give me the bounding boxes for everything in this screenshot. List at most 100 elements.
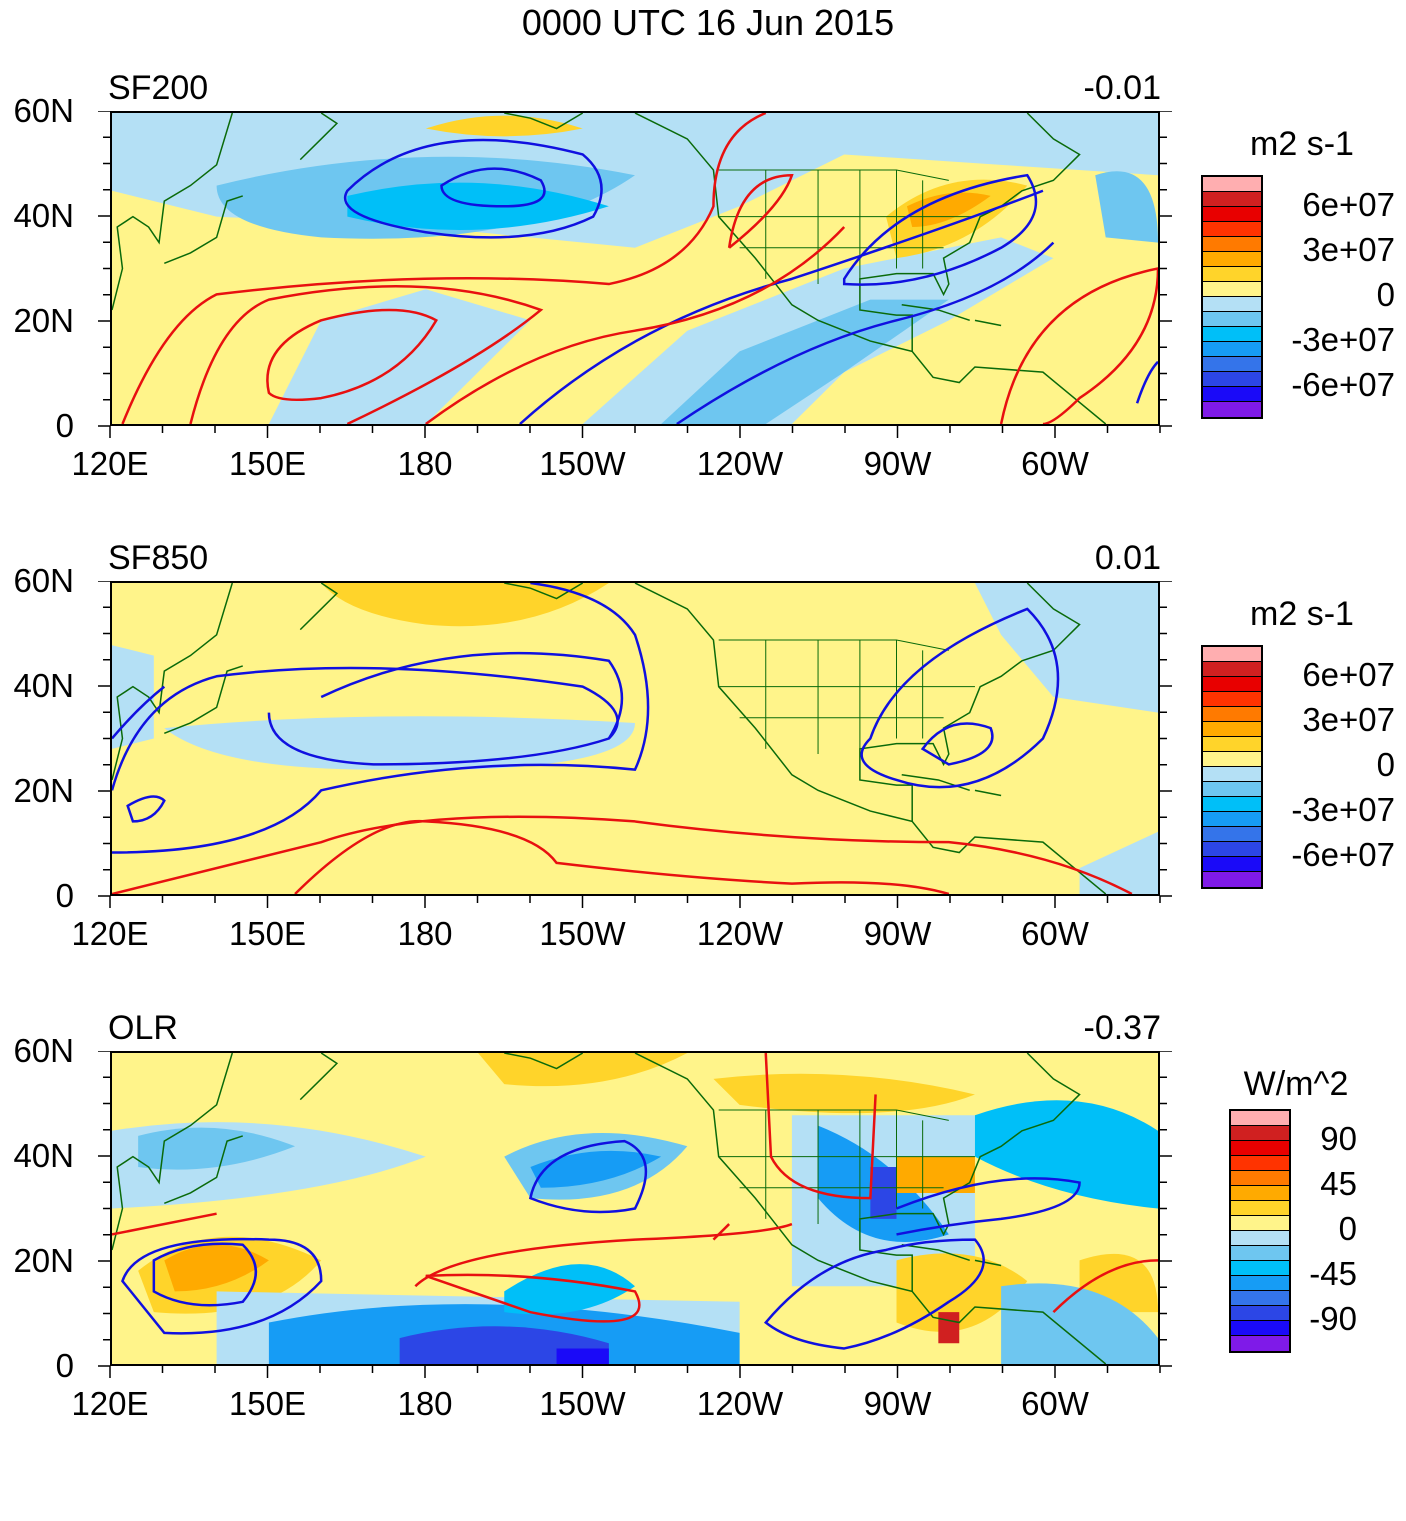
- colorbar-label: 6e+07: [1302, 656, 1395, 693]
- colorbar-label: -3e+07: [1291, 321, 1395, 358]
- colorbar-swatch: [1203, 192, 1261, 207]
- colorbar-swatch: [1203, 722, 1261, 737]
- colorbar-swatch: [1231, 1231, 1289, 1246]
- y-tick-label: 60N: [13, 92, 74, 129]
- colorbar-label: 0: [1338, 1210, 1357, 1247]
- colorbar-swatch: [1203, 252, 1261, 267]
- colorbar-swatch: [1231, 1171, 1289, 1186]
- colorbar-swatch: [1203, 752, 1261, 767]
- x-tick-label: 120E: [71, 1385, 149, 1422]
- x-tick-label: 150W: [539, 445, 626, 482]
- x-tick-label: 60W: [1021, 1385, 1089, 1422]
- colorbar-swatch: [1231, 1186, 1289, 1201]
- colorbar-swatch: [1203, 222, 1261, 237]
- colorbar-swatch: [1203, 812, 1261, 827]
- x-tick-label: 90W: [863, 915, 932, 952]
- colorbar-swatch: [1203, 857, 1261, 872]
- colorbar-swatch: [1203, 267, 1261, 282]
- y-tick-label: 40N: [13, 667, 74, 704]
- panel-value: -0.37: [1083, 1009, 1162, 1047]
- map-area: [110, 111, 1160, 426]
- colorbar-swatch: [1203, 402, 1261, 417]
- x-tick-label: 90W: [863, 445, 932, 482]
- x-tick-label: 120E: [71, 915, 149, 952]
- panel-label: OLR: [108, 1009, 178, 1047]
- colorbar-label: 3e+07: [1302, 231, 1395, 268]
- colorbar-swatch: [1231, 1216, 1289, 1231]
- x-tick-label: 150W: [539, 915, 626, 952]
- colorbar-label: -6e+07: [1291, 836, 1395, 873]
- y-tick-label: 40N: [13, 1137, 74, 1174]
- x-tick-label: 150W: [539, 1385, 626, 1422]
- colorbar-swatch: [1203, 327, 1261, 342]
- colorbar-swatch: [1203, 692, 1261, 707]
- x-tick-label: 120W: [696, 445, 784, 482]
- x-tick-label: 60W: [1021, 915, 1089, 952]
- colorbar-swatch: [1231, 1276, 1289, 1291]
- colorbar-swatch: [1231, 1321, 1289, 1336]
- colorbar-swatch: [1203, 647, 1261, 662]
- colorbar-swatch: [1203, 797, 1261, 812]
- colorbar-label: 3e+07: [1302, 701, 1395, 738]
- colorbar-swatch: [1203, 387, 1261, 402]
- x-tick-label: 180: [397, 915, 453, 952]
- colorbar-swatch: [1231, 1111, 1289, 1126]
- colorbar-label: 0: [1376, 276, 1395, 313]
- x-tick-label: 180: [397, 445, 453, 482]
- colorbar-swatch: [1231, 1261, 1289, 1276]
- colorbar-label: 0: [1376, 746, 1395, 783]
- colorbar-swatch: [1231, 1306, 1289, 1321]
- x-tick-label: 150E: [228, 1385, 307, 1422]
- x-tick-label: 150E: [228, 445, 307, 482]
- colorbar-unit: m2 s-1: [1250, 125, 1354, 163]
- colorbar-label: 45: [1320, 1165, 1357, 1202]
- colorbar-swatch: [1203, 872, 1261, 887]
- colorbar-swatch: [1203, 177, 1261, 192]
- figure-title: 0000 UTC 16 Jun 2015: [521, 2, 895, 43]
- colorbar-swatch: [1203, 782, 1261, 797]
- y-tick-label: 20N: [13, 1242, 74, 1279]
- colorbar-swatch: [1231, 1336, 1289, 1351]
- map-area: [110, 1051, 1160, 1366]
- x-tick-label: 60W: [1021, 445, 1089, 482]
- y-tick-label: 20N: [13, 302, 74, 339]
- y-tick-label: 60N: [13, 1032, 74, 1069]
- panel-value: 0.01: [1094, 539, 1161, 577]
- colorbar-label: 90: [1320, 1120, 1357, 1157]
- colorbar-unit: m2 s-1: [1250, 595, 1354, 633]
- panel-sf200: SF200 -0.01 60N 40N 20N 0 120E 150E 180 150W 120W 9…: [0, 69, 1406, 581]
- colorbar-label: -45: [1309, 1255, 1357, 1292]
- colorbar-swatch: [1203, 342, 1261, 357]
- colorbar-swatch: [1231, 1126, 1289, 1141]
- colorbar-swatch: [1231, 1246, 1289, 1261]
- colorbar-swatch: [1203, 207, 1261, 222]
- colorbar-swatch: [1203, 737, 1261, 752]
- colorbar-label: -6e+07: [1291, 366, 1395, 403]
- y-tick-label: 0: [55, 877, 74, 914]
- shaded-region: [938, 1312, 960, 1344]
- colorbar-swatch: [1203, 767, 1261, 782]
- panel-sf850: SF850 0.01 60N 40N 20N 0 120E 150E 180 150W 120W 90…: [0, 539, 1406, 1051]
- y-tick-label: 0: [55, 1347, 74, 1384]
- x-tick-label: 180: [397, 1385, 453, 1422]
- colorbar-swatch: [1203, 372, 1261, 387]
- colorbar-swatch: [1203, 282, 1261, 297]
- colorbar: [1201, 645, 1263, 889]
- y-tick-label: 40N: [13, 197, 74, 234]
- colorbar-swatch: [1203, 297, 1261, 312]
- shaded-region: [556, 1348, 609, 1364]
- panel-olr: OLR -0.37 60N 40N 20N 0 120E 150E 180 150W 120W 90W…: [0, 1009, 1406, 1521]
- colorbar-swatch: [1231, 1201, 1289, 1216]
- colorbar-swatch: [1203, 827, 1261, 842]
- panel-label: SF850: [108, 539, 209, 577]
- colorbar-swatch: [1203, 357, 1261, 372]
- colorbar-label: -90: [1309, 1300, 1357, 1337]
- panel-value: -0.01: [1083, 69, 1162, 107]
- colorbar-swatch: [1203, 842, 1261, 857]
- colorbar-label: 6e+07: [1302, 186, 1395, 223]
- x-tick-label: 120E: [71, 445, 149, 482]
- panel-label: SF200: [108, 69, 209, 107]
- map-area: [110, 581, 1160, 896]
- colorbar-swatch: [1203, 237, 1261, 252]
- colorbar-swatch: [1231, 1141, 1289, 1156]
